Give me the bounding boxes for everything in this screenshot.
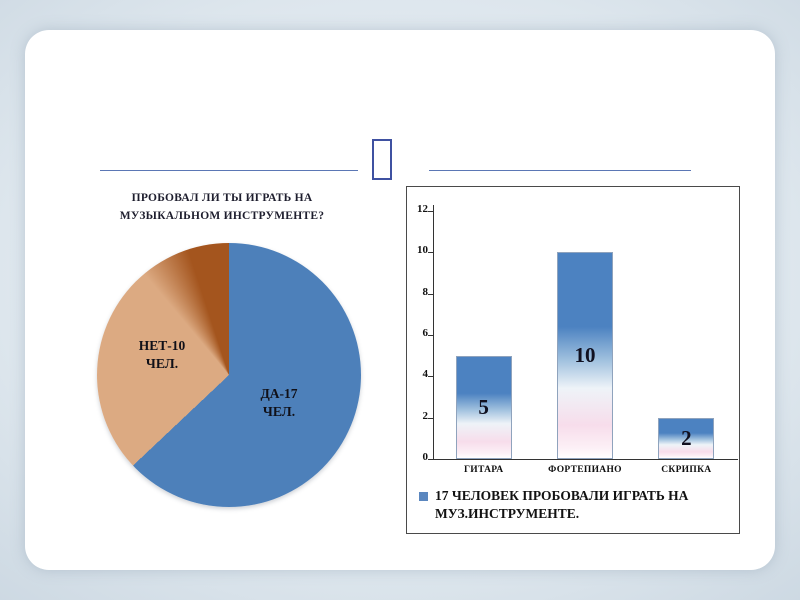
y-axis-tick-label: 6: [422, 327, 429, 339]
y-axis-tick-mark: [428, 459, 434, 460]
x-axis-category-label: ФОРТЕПИАНО: [548, 465, 622, 475]
x-axis-category-label: СКРИПКА: [661, 465, 712, 475]
bar-value-label: 10: [574, 343, 596, 368]
divider-ornament: [372, 139, 392, 180]
bar-chart: 0 2 4 6 8 10 12 5 ГИТАРА 10 ФОРТЕПИАНО 2 СКРИПКА 17 …: [406, 186, 740, 534]
bar-value-label: 5: [478, 394, 489, 419]
bar-0: 5: [455, 355, 512, 459]
x-axis-line: [433, 459, 738, 460]
x-axis-category-label: ГИТАРА: [463, 465, 504, 475]
y-axis-tick-label: 10: [417, 244, 428, 257]
y-axis-line: [433, 205, 434, 460]
pie-chart-title: ПРОБОВАЛ ЛИ ТЫ ИГРАТЬ НА МУЗЫКАЛЬНОМ ИНС…: [119, 192, 325, 222]
bar-2: 2: [658, 417, 715, 459]
legend: 17 ЧЕЛОВЕК ПРОБОВАЛИ ИГРАТЬ НА МУЗ.ИНСТР…: [419, 487, 735, 523]
y-axis-tick-mark: [428, 335, 434, 336]
y-axis-tick-label: 0: [422, 451, 429, 463]
pie-label-yes: ДА-17 ЧЕЛ.: [260, 386, 298, 419]
y-axis-tick-mark: [428, 211, 434, 212]
y-axis-tick-label: 4: [422, 368, 429, 381]
pie-label-no: НЕТ-10 ЧЕЛ.: [138, 338, 186, 371]
bar-1: 10: [557, 252, 613, 459]
legend-text: 17 ЧЕЛОВЕК ПРОБОВАЛИ ИГРАТЬ НА МУЗ.ИНСТР…: [435, 488, 689, 522]
y-axis-tick-mark: [428, 252, 434, 254]
legend-marker: [419, 492, 428, 501]
y-axis-tick-mark: [428, 293, 434, 295]
y-axis-tick-mark: [428, 376, 434, 378]
bar-plot-area: 0 2 4 6 8 10 12 5 ГИТАРА 10 ФОРТЕПИАНО 2 СКРИПКА: [407, 187, 739, 533]
y-axis-tick-label: 2: [422, 409, 429, 422]
divider-line-left: [100, 170, 358, 171]
y-axis-tick-mark: [428, 417, 434, 419]
bar-value-label: 2: [681, 425, 692, 450]
y-axis-tick-label: 12: [417, 203, 428, 215]
y-axis-tick-label: 8: [422, 285, 429, 298]
divider-line-right: [429, 170, 691, 171]
pie: [97, 243, 361, 507]
